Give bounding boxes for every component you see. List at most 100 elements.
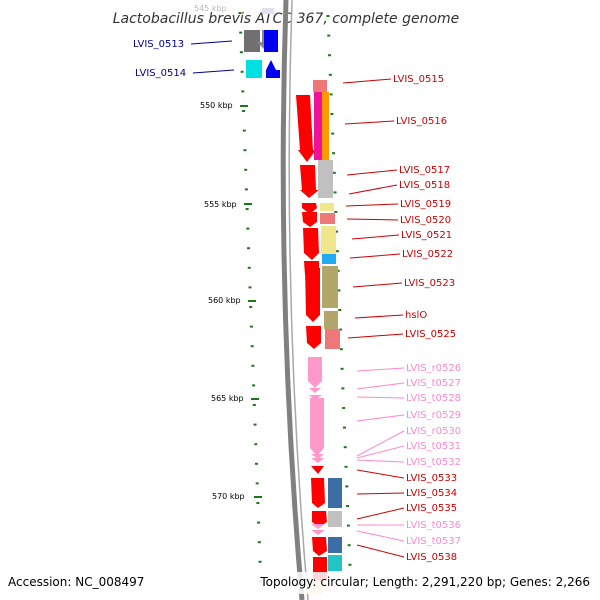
gene-label[interactable]: LVIS_r0530	[406, 426, 461, 437]
gene-label[interactable]: LVIS_0519	[400, 199, 451, 210]
cog-color-bars	[310, 80, 342, 594]
tick-dot	[335, 250, 339, 253]
tick-dot	[253, 423, 257, 426]
topology-text: Topology: circular; Length: 2,291,220 bp…	[259, 575, 590, 589]
tick-dot	[337, 289, 341, 292]
tick-dot	[346, 505, 350, 507]
gene-label[interactable]: LVIS_0514	[135, 68, 186, 79]
gene-label[interactable]: LVIS_t0536	[406, 520, 461, 531]
kbp-label-545: 545 kbp	[194, 4, 227, 13]
kbp-label-565: 565 kbp	[211, 394, 244, 403]
tick-dot	[238, 12, 242, 14]
tick-dot	[239, 51, 243, 54]
kbp-tick-lines	[240, 105, 262, 498]
gene-label-leader	[348, 184, 398, 195]
gene-label[interactable]: hslO	[405, 310, 427, 321]
tick-dot	[241, 90, 245, 93]
tick-dot	[344, 465, 348, 468]
tick-dot	[254, 443, 258, 446]
gene-label-leader	[346, 169, 398, 176]
gene-label-leader	[356, 492, 405, 495]
gene-label[interactable]: LVIS_0517	[399, 165, 450, 176]
gene-label[interactable]: LVIS_t0537	[406, 536, 461, 547]
tick-dot	[339, 348, 343, 351]
tick-dot	[339, 328, 343, 331]
gene-labels: LVIS_0513 LVIS_0514 LVIS_0515 LVIS_0516 LVIS…	[133, 39, 461, 563]
tick-dot	[330, 113, 334, 115]
tick-dot	[341, 387, 345, 390]
gene-label[interactable]: LVIS_0515	[393, 74, 444, 85]
gene-label[interactable]: LVIS_0521	[401, 230, 452, 241]
tick-dot	[247, 266, 251, 269]
tick-dot	[254, 462, 258, 465]
tick-dot	[249, 306, 253, 308]
gene-label[interactable]: LVIS_0533	[406, 473, 457, 484]
tick-dot	[239, 31, 243, 34]
tick-dot	[250, 345, 254, 348]
footer-backdrop	[256, 572, 600, 594]
tick-dot	[342, 407, 346, 409]
tick-dot	[336, 269, 340, 272]
tick-dot	[257, 541, 261, 544]
gene-label[interactable]: LVIS_0525	[405, 329, 456, 340]
tick-dot	[335, 230, 339, 233]
gene-label-leader	[352, 282, 403, 288]
tick-dot	[340, 367, 344, 370]
gene-label[interactable]: LVIS_t0527	[406, 378, 461, 389]
gene-label-leader	[192, 69, 235, 74]
tick-dot	[333, 191, 337, 194]
gene-label-leader	[351, 234, 400, 240]
gene-label-leader	[356, 507, 405, 520]
gene-label[interactable]: LVIS_0513	[133, 39, 184, 50]
tick-dot	[343, 446, 347, 449]
gene-label[interactable]: LVIS_0516	[396, 116, 447, 127]
gene-label[interactable]: LVIS_0535	[406, 503, 457, 514]
tick-dot	[326, 15, 330, 17]
gene-label-leader	[356, 544, 405, 558]
gene-label-leader	[356, 382, 405, 390]
kbp-label-560: 560 kbp	[208, 296, 241, 305]
tick-dot	[242, 129, 246, 132]
gene-label[interactable]: LVIS_t0528	[406, 393, 461, 404]
tick-dot	[331, 132, 335, 135]
tick-dot	[245, 208, 249, 210]
tick-dot	[257, 521, 261, 524]
gene-label[interactable]: LVIS_r0526	[406, 363, 461, 374]
gene-features-rna	[308, 357, 325, 535]
tick-dot	[242, 110, 246, 112]
tick-dot	[240, 70, 244, 73]
gene-label[interactable]: LVIS_0538	[406, 552, 457, 563]
gene-label-leader	[356, 396, 405, 399]
gene-label-leader	[354, 314, 404, 319]
tick-dot	[258, 560, 262, 563]
genome-backbone-inner	[288, 0, 309, 600]
gene-label[interactable]: LVIS_t0532	[406, 457, 461, 468]
gene-label[interactable]: LVIS_0534	[406, 488, 457, 499]
gene-features-cds	[296, 95, 327, 580]
tick-dot	[248, 286, 252, 289]
tick-dot	[256, 502, 260, 504]
kbp-labels: 545 kbp 550 kbp 555 kbp 560 kbp 565 kbp …	[194, 4, 245, 501]
gene-label[interactable]: LVIS_0518	[399, 180, 450, 191]
gene-label-leader	[356, 445, 405, 459]
tick-dot	[247, 247, 251, 250]
tick-dot	[342, 426, 346, 429]
accession-text: Accession: NC_008497	[8, 575, 144, 589]
gene-label-leader	[356, 469, 405, 479]
gene-label-leader	[347, 333, 404, 339]
tick-dot	[249, 325, 253, 328]
gene-label-leader	[190, 40, 233, 45]
tick-dot	[244, 168, 248, 171]
gene-label[interactable]: LVIS_0523	[404, 278, 455, 289]
gene-features-top	[244, 8, 280, 78]
gene-label-leader	[346, 218, 399, 221]
gene-label[interactable]: LVIS_0522	[402, 249, 453, 260]
gene-label[interactable]: LVIS_0520	[400, 215, 451, 226]
tick-dot	[328, 73, 332, 76]
kbp-label-555: 555 kbp	[204, 200, 237, 209]
gene-label[interactable]: LVIS_r0529	[406, 410, 461, 421]
gene-label[interactable]: LVIS_t0531	[406, 441, 461, 452]
tick-dot	[347, 544, 351, 547]
tick-marks-left	[238, 12, 263, 583]
tick-dot	[251, 364, 255, 367]
